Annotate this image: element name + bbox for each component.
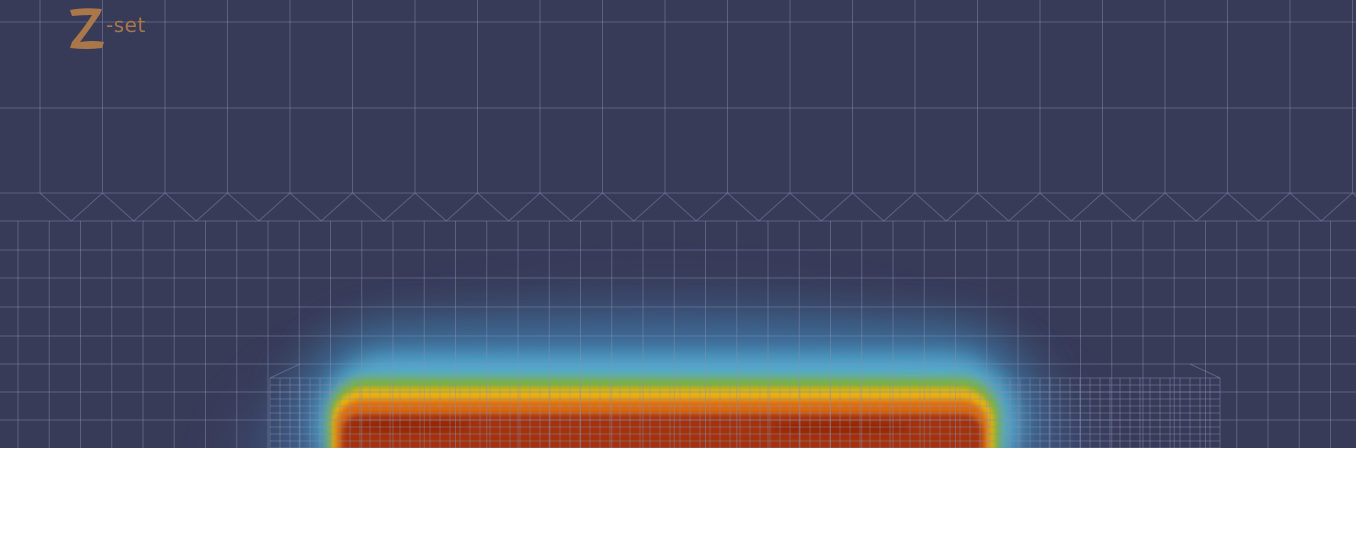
mesh-edge (977, 192, 1010, 222)
mesh-edge (1164, 192, 1197, 222)
mesh-edge (539, 192, 572, 222)
mesh-edge (1133, 192, 1166, 222)
logo-suffix: -set (106, 13, 146, 37)
mesh-edge (695, 192, 728, 222)
mesh-edge (1258, 192, 1291, 222)
mesh-edge (445, 192, 478, 222)
finite-element-mesh (0, 0, 1356, 448)
temperature-field (238, 300, 1092, 448)
mesh-edge (1008, 192, 1041, 222)
mesh-edge (758, 192, 791, 222)
mesh-edge (789, 192, 822, 222)
mesh-edge (820, 192, 853, 222)
mesh-edge (602, 192, 635, 222)
mesh-edge (1195, 192, 1228, 222)
mesh-edge (1227, 192, 1260, 222)
mesh-edge (945, 192, 978, 222)
mesh-edge (1189, 363, 1221, 379)
mesh-edge (289, 192, 322, 222)
mesh-edge (164, 192, 197, 222)
zset-logo-icon: -set (66, 4, 156, 52)
mesh-edge (508, 192, 541, 222)
mesh-edge (664, 192, 697, 222)
mesh-edge (352, 192, 385, 222)
mesh-edge (1102, 192, 1135, 222)
mesh-edge (1352, 192, 1356, 197)
mesh-edge (133, 192, 166, 222)
mesh-edge (70, 192, 103, 222)
mesh-edge (383, 192, 416, 222)
mesh-edge (914, 192, 947, 222)
field-hotspot-left (350, 420, 470, 432)
mesh-edge (195, 192, 228, 222)
contour-field-plot (0, 0, 1356, 448)
mesh-edge (102, 192, 135, 222)
mesh-edge (570, 192, 603, 222)
simulation-viewport: -set (0, 0, 1356, 448)
mesh-edge (39, 192, 72, 222)
mesh-edge (633, 192, 666, 222)
mesh-edge (227, 192, 260, 222)
mesh-edge (1320, 192, 1353, 222)
blank-footer (0, 448, 1356, 539)
mesh-edge (1039, 192, 1072, 222)
mesh-edge (258, 192, 291, 222)
mesh-edge (727, 192, 760, 222)
mesh-edge (1070, 192, 1103, 222)
mesh-edge (883, 192, 916, 222)
mesh-edge (477, 192, 510, 222)
mesh-edge (852, 192, 885, 222)
mesh-edge (269, 363, 301, 379)
logo-z-mark (70, 8, 104, 49)
mesh-edge (320, 192, 353, 222)
mesh-edge (414, 192, 447, 222)
mesh-edge (1289, 192, 1322, 222)
field-hotspot-right (770, 422, 910, 434)
